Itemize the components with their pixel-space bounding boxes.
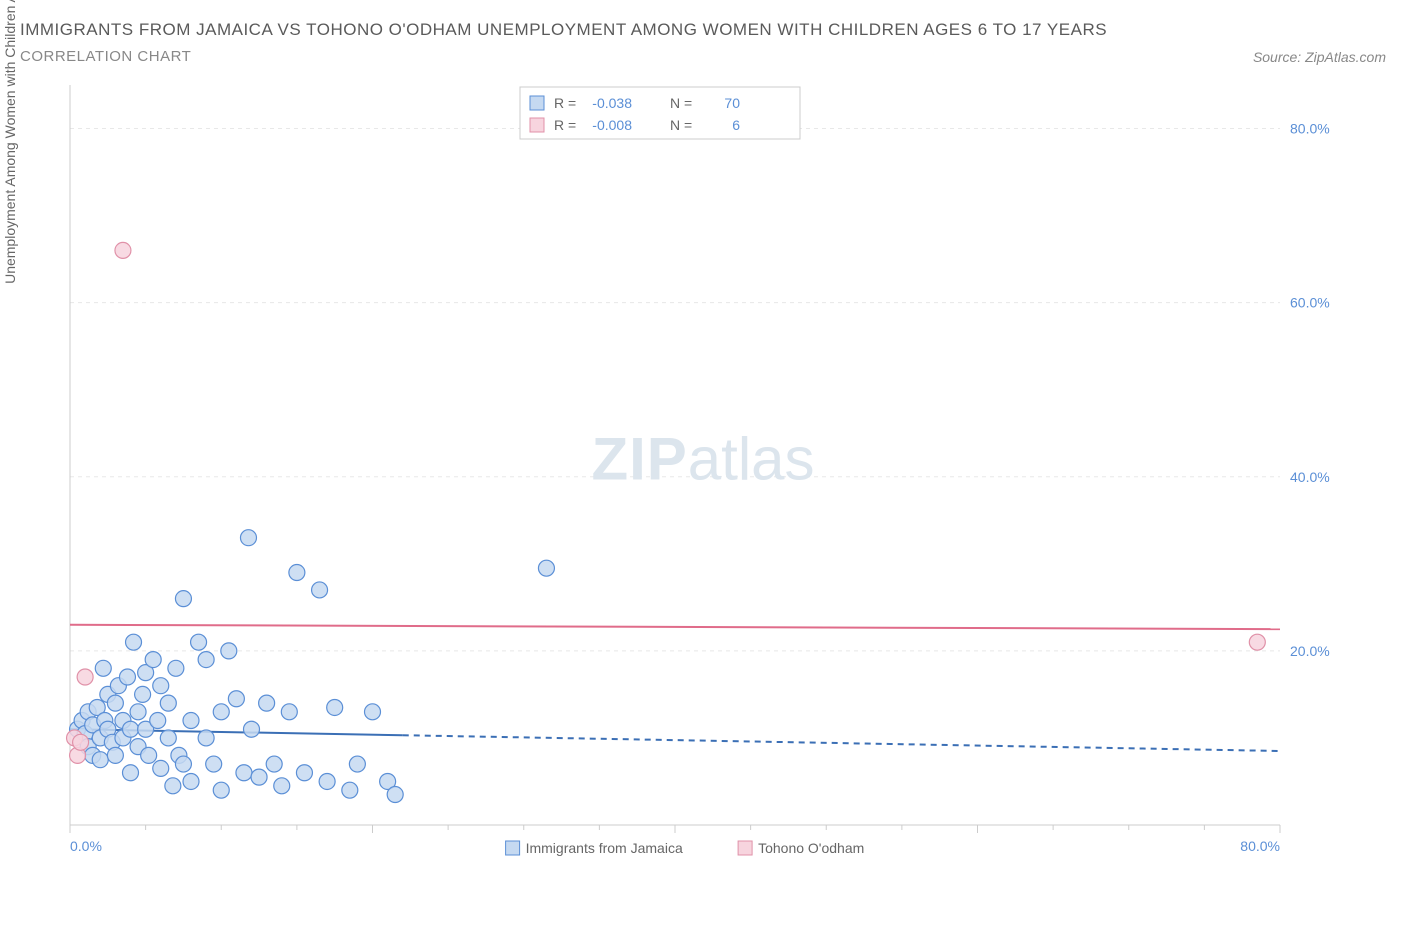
svg-text:20.0%: 20.0% [1290,643,1330,659]
svg-text:6: 6 [732,117,740,133]
svg-text:-0.038: -0.038 [592,95,632,111]
svg-text:R =: R = [554,95,576,111]
svg-text:0.0%: 0.0% [70,838,102,854]
svg-text:40.0%: 40.0% [1290,469,1330,485]
svg-text:-0.008: -0.008 [592,117,632,133]
source-attribution: Source: ZipAtlas.com [1253,49,1386,65]
svg-text:80.0%: 80.0% [1240,838,1280,854]
subtitle-row: CORRELATION CHART Source: ZipAtlas.com [20,48,1386,65]
svg-text:80.0%: 80.0% [1290,121,1330,137]
svg-text:N =: N = [670,95,692,111]
chart-subtitle: CORRELATION CHART [20,48,191,65]
svg-text:70: 70 [724,95,740,111]
plot-area: Unemployment Among Women with Children A… [20,75,1386,875]
svg-text:R =: R = [554,117,576,133]
chart-container: IMMIGRANTS FROM JAMAICA VS TOHONO O'ODHA… [20,20,1386,910]
svg-text:Tohono O'odham: Tohono O'odham [758,840,864,856]
chart-title: IMMIGRANTS FROM JAMAICA VS TOHONO O'ODHA… [20,20,1386,40]
y-axis-label: Unemployment Among Women with Children A… [2,0,18,284]
svg-text:60.0%: 60.0% [1290,295,1330,311]
scatter-chart: 0.0% 80.0% 20.0% 40.0% 60.0% 80.0% R = -0.038 N … [20,75,1340,865]
svg-text:N =: N = [670,117,692,133]
svg-text:Immigrants from Jamaica: Immigrants from Jamaica [526,840,683,856]
